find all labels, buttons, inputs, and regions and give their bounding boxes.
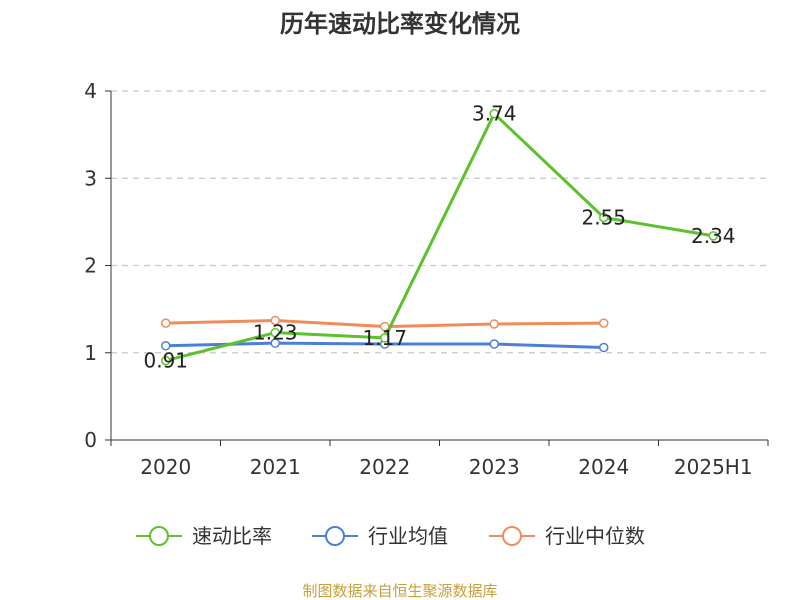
x-tick-label: 2020 <box>140 455 191 479</box>
grid-lines <box>111 90 768 354</box>
data-point <box>489 319 499 329</box>
legend-swatch-marker <box>325 526 345 546</box>
y-tick-label: 0 <box>84 428 97 452</box>
legend: 速动比率 行业均值 行业中位数 <box>136 524 645 548</box>
y-tick-label: 4 <box>84 79 97 103</box>
x-tick-label: 2024 <box>578 455 629 479</box>
data-label: 1.23 <box>253 321 298 345</box>
legend-label: 行业均值 <box>368 524 448 548</box>
chart-title: 历年速动比率变化情况 <box>280 10 520 38</box>
data-point <box>489 339 499 349</box>
legend-item-1: 行业均值 <box>312 524 448 548</box>
data-label: 0.91 <box>143 349 188 373</box>
data-label: 1.17 <box>362 326 407 350</box>
legend-label: 行业中位数 <box>545 524 645 548</box>
data-point <box>599 212 609 223</box>
y-tick-label: 1 <box>84 341 97 365</box>
x-tick-label: 2021 <box>250 455 301 479</box>
y-tick-label: 2 <box>84 254 97 278</box>
data-point <box>161 341 171 351</box>
data-point <box>161 355 171 366</box>
data-point <box>489 108 499 119</box>
legend-item-0: 速动比率 <box>136 524 272 548</box>
x-tick-label: 2023 <box>469 455 520 479</box>
legend-swatch-marker <box>149 526 169 546</box>
data-point <box>380 333 390 343</box>
x-tick-label: 2025H1 <box>674 455 753 479</box>
data-point <box>161 318 171 328</box>
legend-item-2: 行业中位数 <box>489 524 645 548</box>
y-tick-label: 3 <box>84 166 97 190</box>
series-group <box>161 108 718 366</box>
axes: 0 1 2 3 4 2020 2021 2022 2023 2024 2025H1 <box>84 79 769 479</box>
data-point <box>708 231 718 241</box>
data-point <box>599 318 609 328</box>
series-line-0 <box>165 112 714 363</box>
data-label: 2.55 <box>581 206 626 230</box>
data-labels: 0.91 1.23 1.17 3.74 2.55 2.34 <box>143 102 735 373</box>
data-point <box>270 338 280 348</box>
source-footer: 制图数据来自恒生聚源数据库 <box>302 582 497 600</box>
data-label: 2.34 <box>691 224 736 248</box>
x-tick-label: 2022 <box>359 455 410 479</box>
data-label: 3.74 <box>472 102 517 126</box>
data-point <box>270 315 280 326</box>
legend-swatch-marker <box>502 526 522 546</box>
data-point <box>270 327 280 338</box>
data-point <box>599 342 609 353</box>
legend-label: 速动比率 <box>192 524 272 548</box>
